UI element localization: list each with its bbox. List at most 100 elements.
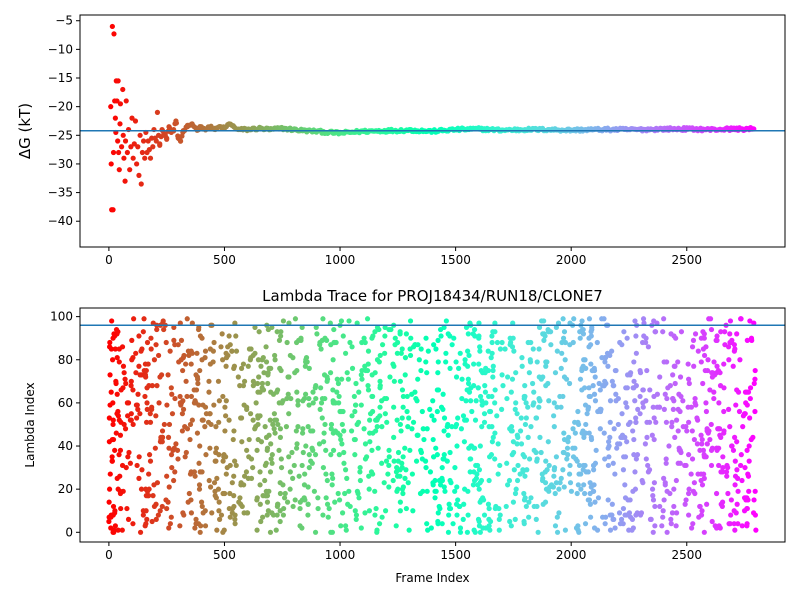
delta-g-point	[162, 132, 168, 138]
lambda-point	[711, 359, 717, 365]
lambda-point	[459, 395, 465, 402]
lambda-point	[512, 516, 518, 522]
lambda-point	[163, 497, 169, 503]
lambda-point	[133, 350, 139, 356]
lambda-point	[477, 480, 483, 486]
lambda-point	[346, 318, 352, 324]
lambda-point	[689, 428, 695, 434]
lambda-point	[164, 505, 170, 512]
lambda-point	[262, 477, 268, 484]
lambda-point	[109, 357, 116, 363]
lambda-point	[633, 456, 639, 462]
lambda-point	[423, 359, 429, 365]
lambda-point	[341, 449, 347, 456]
lambda-point	[331, 326, 337, 333]
lambda-point	[121, 421, 127, 428]
lambda-point	[695, 348, 701, 354]
lambda-point	[431, 417, 437, 423]
delta-g-point	[114, 98, 120, 104]
lambda-point	[313, 395, 319, 402]
lambda-point	[690, 337, 697, 343]
lambda-point	[489, 439, 495, 445]
lambda-point	[177, 393, 183, 400]
lambda-point	[512, 490, 519, 497]
lambda-point	[515, 462, 521, 469]
lambda-point	[677, 374, 684, 380]
delta-g-point	[120, 132, 126, 138]
lambda-point	[521, 490, 527, 497]
bot-x-tick-label: 2000	[556, 548, 587, 562]
lambda-point	[264, 499, 271, 505]
lambda-point	[686, 452, 692, 458]
lambda-point	[328, 452, 334, 458]
lambda-point	[343, 527, 349, 533]
lambda-point	[299, 430, 306, 436]
lambda-point	[259, 380, 265, 387]
lambda-point	[605, 445, 611, 451]
lambda-point	[264, 447, 270, 453]
lambda-point	[107, 471, 113, 477]
lambda-point	[744, 447, 750, 453]
lambda-point	[557, 480, 563, 486]
delta-g-point	[117, 101, 124, 107]
lambda-point	[136, 333, 142, 339]
lambda-point	[736, 408, 743, 415]
lambda-point	[141, 316, 147, 322]
lambda-point	[462, 357, 468, 363]
lambda-point	[116, 346, 122, 352]
lambda-point	[286, 454, 292, 460]
lambda-point	[578, 471, 584, 477]
lambda-point	[112, 510, 118, 516]
lambda-point	[539, 471, 545, 477]
lambda-point	[117, 490, 124, 497]
delta-g-y-ticks: −5 −10 −15 −20 −25 −30 −35 −40	[48, 14, 80, 228]
lambda-point	[519, 363, 525, 369]
lambda-point	[527, 359, 534, 365]
lambda-point	[114, 411, 120, 417]
lambda-point	[520, 469, 526, 475]
lambda-point	[338, 436, 344, 443]
lambda-point	[317, 406, 323, 412]
lambda-point	[233, 348, 240, 354]
lambda-point	[399, 415, 405, 421]
lambda-point	[137, 372, 143, 378]
lambda-point	[631, 378, 637, 384]
lambda-point	[359, 376, 365, 382]
lambda-point	[640, 480, 646, 486]
lambda-point	[424, 426, 430, 432]
lambda-point	[686, 512, 692, 518]
lambda-point	[497, 346, 504, 352]
lambda-point	[402, 475, 408, 481]
lambda-point	[663, 419, 670, 425]
lambda-point	[395, 458, 401, 464]
lambda-point	[472, 417, 479, 423]
lambda-point	[664, 488, 670, 494]
lambda-point	[116, 452, 122, 458]
lambda-point	[735, 521, 741, 527]
lambda-point	[597, 426, 603, 432]
lambda-point	[657, 503, 663, 510]
lambda-point	[114, 391, 120, 397]
bot-x-tick-label: 1000	[325, 548, 356, 562]
lambda-point	[254, 527, 260, 533]
lambda-point	[686, 380, 692, 387]
lambda-point	[611, 426, 617, 432]
lambda-point	[317, 342, 323, 348]
lambda-point	[570, 426, 576, 432]
lambda-point	[718, 434, 724, 441]
lambda-point	[457, 529, 464, 535]
lambda-point	[615, 421, 621, 428]
lambda-point	[717, 370, 723, 376]
lambda-point	[696, 514, 702, 520]
lambda-point	[714, 363, 720, 369]
lambda-point	[575, 482, 581, 488]
lambda-point	[575, 408, 581, 415]
lambda-point	[669, 419, 675, 425]
delta-g-point	[121, 155, 127, 161]
lambda-point	[420, 426, 426, 432]
lambda-point	[415, 432, 421, 438]
lambda-point	[536, 324, 543, 331]
lambda-point	[202, 523, 209, 529]
lambda-point	[720, 464, 726, 471]
lambda-point	[686, 486, 692, 492]
